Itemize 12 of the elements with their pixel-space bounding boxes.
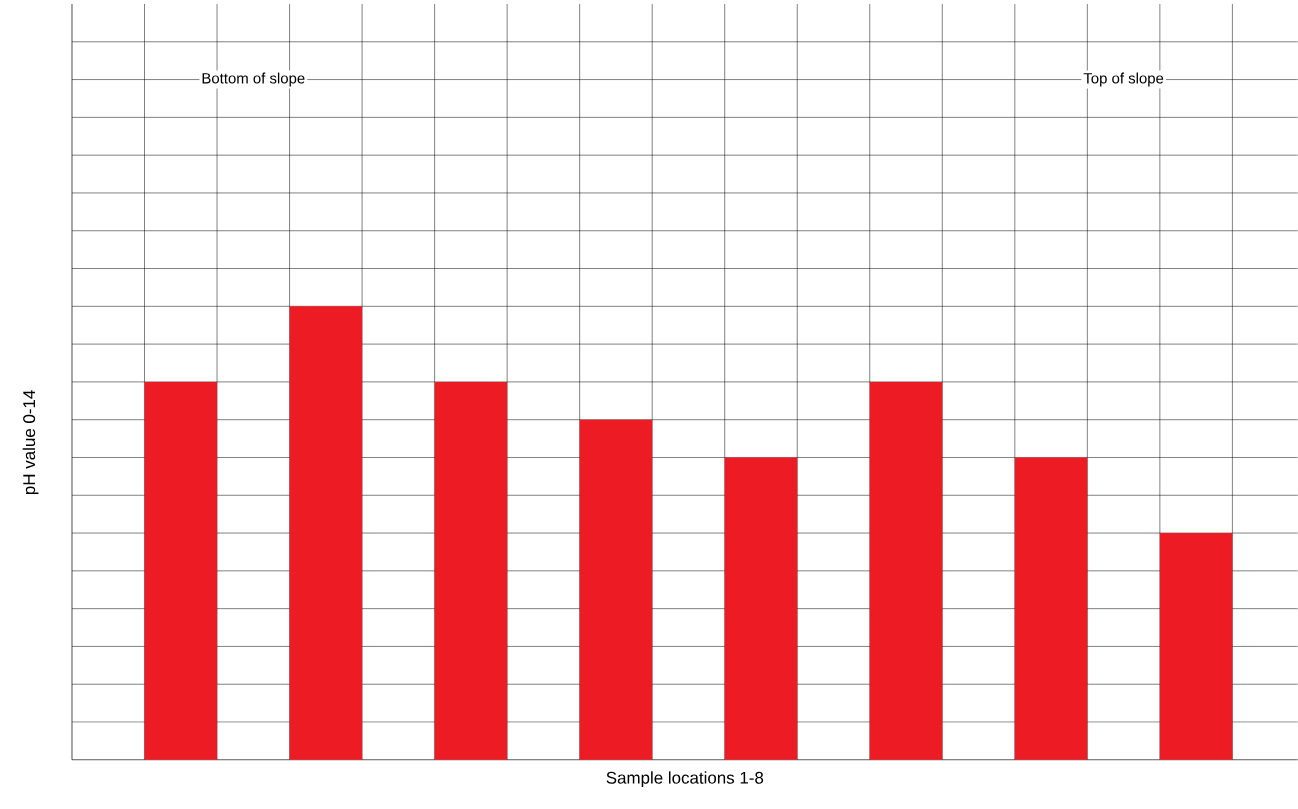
text: Top of slope [1083,72,1164,87]
bar [579,419,653,760]
bar [1014,457,1088,760]
x-axis-title: Sample locations 1-8 [606,771,764,788]
bar [869,382,943,760]
bar [144,382,218,760]
y-axis-title: pH value 0-14 [22,390,39,495]
bar [724,457,798,760]
bar [289,306,363,760]
bar [434,382,508,760]
text: Bottom of slope [202,72,305,87]
bar [1159,533,1233,760]
